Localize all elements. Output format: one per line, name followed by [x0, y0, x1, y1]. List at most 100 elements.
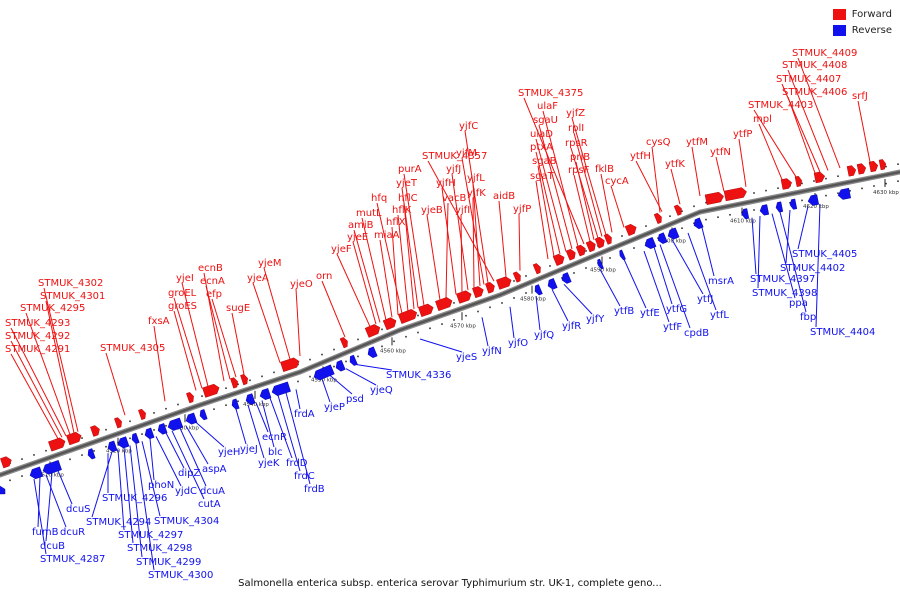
minor-tick-upper — [585, 250, 587, 252]
reverse-callout-line — [171, 430, 205, 500]
minor-tick-upper — [801, 182, 803, 185]
minor-tick-upper — [321, 353, 323, 356]
reverse-gene — [144, 427, 155, 440]
minor-tick-lower — [501, 302, 503, 304]
reverse-callout-line — [129, 445, 143, 558]
forward-callout-line — [518, 213, 521, 271]
forward-gene-label: STMUK_4305 — [100, 343, 165, 354]
forward-gene — [240, 374, 248, 386]
reverse-gene — [597, 258, 604, 270]
reverse-gene-label: frdB — [304, 484, 325, 495]
minor-tick-lower — [705, 218, 707, 221]
reverse-callout-line — [563, 283, 593, 315]
forward-gene-label: hflK — [392, 205, 412, 216]
forward-gene — [496, 276, 512, 290]
minor-tick-lower — [885, 182, 887, 185]
minor-tick-lower — [717, 216, 719, 218]
forward-gene — [878, 159, 887, 171]
minor-tick-lower — [393, 340, 395, 343]
reverse-gene-label: yjfR — [562, 321, 581, 332]
minor-tick-lower — [417, 331, 419, 334]
legend-reverse: Reverse — [832, 25, 892, 36]
kbp-label: 4560 kbp — [380, 348, 406, 354]
legend-reverse-label: Reverse — [851, 25, 892, 36]
reverse-callout-line — [37, 476, 41, 528]
reverse-gene-label: yjeH — [218, 447, 240, 458]
minor-tick-upper — [885, 165, 887, 168]
forward-callout-line — [401, 187, 419, 308]
minor-tick-lower — [429, 327, 431, 330]
forward-callout-line — [379, 239, 393, 318]
forward-gene-label: ecnB — [198, 263, 223, 274]
reverse-gene-label: STMUK_4299 — [136, 557, 201, 568]
reverse-callout-line — [701, 227, 715, 277]
forward-gene — [472, 286, 484, 299]
forward-callout-line — [715, 156, 725, 192]
reverse-callout-line — [551, 289, 569, 322]
forward-callout-line — [403, 202, 415, 310]
minor-tick-upper — [453, 302, 455, 304]
forward-callout-line — [635, 160, 663, 212]
reverse-gene — [0, 485, 6, 495]
reverse-gene-label: STMUK_4398 — [752, 288, 817, 299]
reverse-callout-line — [165, 432, 185, 469]
forward-gene-label: mpl — [753, 114, 772, 125]
forward-gene — [485, 282, 495, 294]
forward-callout-line — [205, 285, 231, 380]
forward-callout-line — [231, 312, 245, 375]
kbp-label: 4530 kbp — [173, 425, 199, 431]
forward-callout-line — [535, 151, 561, 255]
forward-gene-label: sgaU — [533, 115, 558, 126]
minor-tick-upper — [309, 358, 311, 361]
reverse-callout-line — [185, 425, 209, 465]
reverse-gene-label: ytfE — [640, 308, 660, 319]
forward-gene — [280, 357, 300, 372]
forward-gene — [114, 417, 122, 429]
reverse-gene — [561, 272, 572, 284]
reverse-gene-label: yjeJ — [240, 444, 258, 455]
forward-gene — [90, 425, 100, 437]
reverse-callout-line — [57, 470, 73, 505]
minor-tick-lower — [333, 365, 335, 368]
forward-gene-label: fklB — [595, 164, 614, 175]
forward-gene-label: aidB — [493, 191, 515, 202]
reverse-gene — [29, 466, 44, 480]
forward-callout-line — [25, 312, 71, 435]
minor-tick-lower — [441, 323, 443, 325]
minor-tick-lower — [573, 272, 575, 274]
minor-tick-lower — [453, 319, 455, 321]
forward-callout-line — [10, 327, 67, 437]
reverse-callout-line — [771, 213, 796, 299]
minor-tick-lower — [237, 400, 239, 403]
minor-tick-lower — [93, 450, 95, 452]
minor-tick-lower — [897, 180, 899, 182]
minor-tick-lower — [729, 214, 731, 216]
forward-gene-label: sugE — [226, 303, 250, 314]
forward-callout-line — [464, 130, 489, 284]
forward-callout-line — [573, 132, 603, 237]
forward-callout-line — [361, 217, 387, 320]
reverse-gene-label: yjdC — [175, 486, 197, 497]
minor-tick-lower — [297, 380, 299, 383]
reverse-callout-line — [285, 392, 311, 485]
reverse-gene — [131, 432, 140, 444]
kbp-label: 4600 kbp — [660, 239, 686, 245]
reverse-callout-line — [195, 422, 225, 448]
minor-tick-upper — [261, 375, 263, 378]
forward-callout-line — [353, 229, 381, 323]
forward-gene — [575, 244, 586, 257]
minor-tick-upper — [225, 387, 227, 390]
minor-tick-upper — [777, 187, 779, 189]
reverse-callout-line — [329, 375, 353, 395]
reverse-callout-line — [535, 295, 541, 331]
reverse-gene-label: yjeK — [258, 458, 280, 469]
forward-callout-line — [451, 173, 469, 291]
minor-tick-upper — [669, 215, 671, 217]
forward-gene-label: ytfP — [733, 129, 752, 140]
reverse-gene-label: STMUK_4402 — [780, 263, 845, 274]
forward-callout-line — [441, 187, 457, 295]
minor-tick-lower — [465, 314, 467, 317]
forward-gene-label: hfq — [371, 193, 387, 204]
forward-gene-label: yjfJ — [446, 164, 461, 175]
